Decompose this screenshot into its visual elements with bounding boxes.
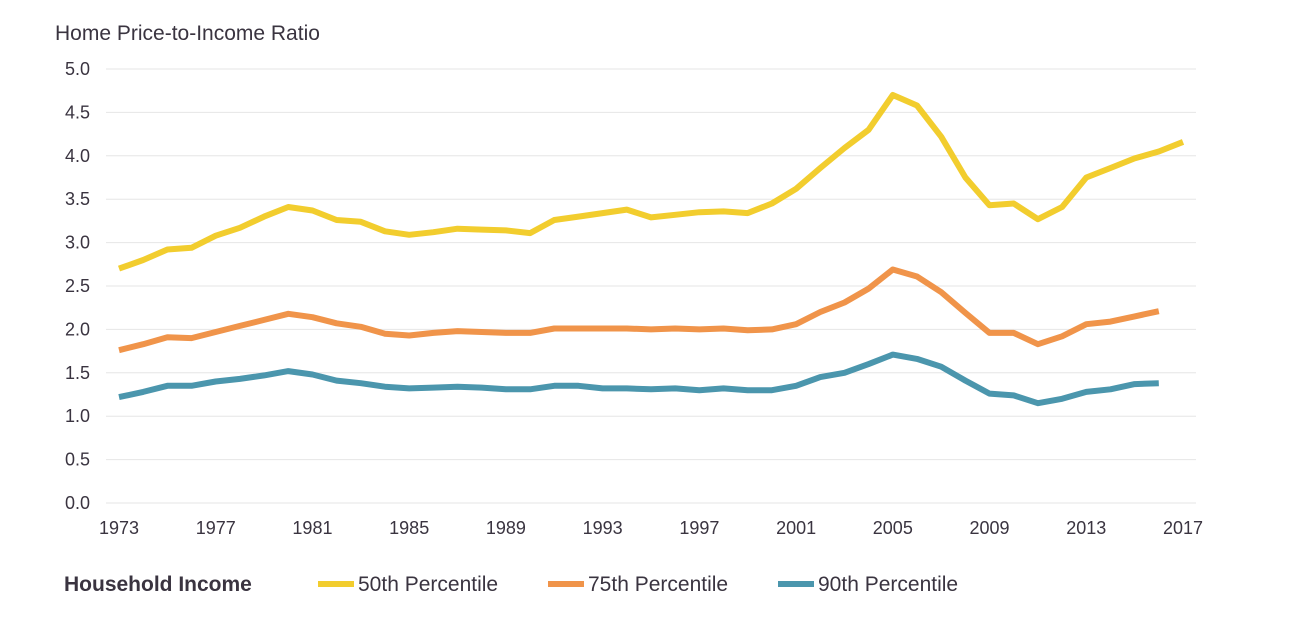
x-tick-label: 1973 [99, 518, 139, 538]
legend: Household Income 50th Percentile 75th Pe… [64, 573, 958, 596]
x-tick-label: 2017 [1163, 518, 1203, 538]
series-line-75th [118, 266, 1160, 354]
x-tick-label: 1981 [292, 518, 332, 538]
legend-label-50th: 50th Percentile [358, 573, 498, 596]
y-tick-label: 0.5 [65, 450, 90, 470]
y-tick-label: 4.0 [65, 146, 90, 166]
series-line-90th [118, 351, 1159, 407]
x-tick-label: 1993 [583, 518, 623, 538]
x-tick-label: 2013 [1066, 518, 1106, 538]
x-tick-label: 1977 [196, 518, 236, 538]
legend-label-90th: 90th Percentile [818, 573, 958, 596]
x-tick-label: 1985 [389, 518, 429, 538]
x-tick-label: 2009 [970, 518, 1010, 538]
x-axis-ticks: 1973 1977 1981 1985 1989 1993 1997 2001 2005 2009… [99, 518, 1203, 538]
y-tick-label: 1.5 [65, 363, 90, 383]
y-tick-label: 1.0 [65, 406, 90, 426]
series-line-50th [117, 92, 1185, 272]
gridlines [106, 68, 1196, 504]
y-tick-label: 3.0 [65, 233, 90, 253]
legend-label-75th: 75th Percentile [588, 573, 728, 596]
y-tick-label: 5.0 [65, 59, 90, 79]
y-tick-label: 2.5 [65, 276, 90, 296]
x-tick-label: 1989 [486, 518, 526, 538]
x-tick-label: 2005 [873, 518, 913, 538]
x-tick-label: 1997 [679, 518, 719, 538]
y-axis-title: Home Price-to-Income Ratio [55, 22, 320, 45]
x-tick-label: 2001 [776, 518, 816, 538]
y-tick-label: 4.5 [65, 102, 90, 122]
y-tick-label: 2.0 [65, 319, 90, 339]
y-tick-label: 0.0 [65, 493, 90, 513]
y-axis-ticks: 0.0 0.5 1.0 1.5 2.0 2.5 3.0 3.5 4.0 4.5 5.0 [65, 59, 90, 513]
series-lines [117, 92, 1185, 407]
legend-title: Household Income [64, 573, 252, 596]
y-tick-label: 3.5 [65, 189, 90, 209]
